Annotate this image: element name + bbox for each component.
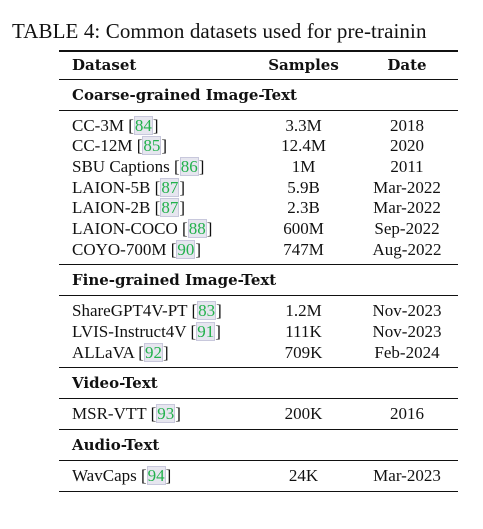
samples-value: 2.3B [287,198,320,218]
dataset-name: ALLaVA [92] [72,342,169,362]
samples-value: 200K [284,404,323,424]
samples-value: 111K [285,322,322,342]
section-rule [59,429,458,431]
date-value: 2018 [390,115,424,135]
section-title: Fine-grained Image-Text [72,271,277,290]
samples-value: 600M [283,219,324,239]
dataset-name: COYO-700M [90] [72,239,202,259]
bottom-rule [59,490,458,493]
dataset-name: CC-3M [84] [72,115,159,135]
citation-link[interactable]: 86 [179,156,199,176]
section-title: Video-Text [72,374,158,393]
column-header-samples: Samples [268,55,339,74]
samples-value: 24K [288,466,319,486]
citation-link[interactable]: 90 [176,239,196,259]
date-value: Feb-2024 [374,342,440,362]
section-rule [59,367,458,369]
date-value: 2016 [390,404,424,424]
samples-value: 5.9B [287,177,320,197]
section-title: Coarse-grained Image-Text [72,85,297,104]
section-rule [59,460,458,462]
table-row: CC-3M [84] 3.3M 2018 [59,115,458,137]
date-value: Nov-2023 [372,301,442,321]
date-value: Sep-2022 [374,219,440,239]
samples-value: 3.3M [285,115,322,135]
section-rule [59,109,458,111]
citation-link[interactable]: 92 [143,342,163,362]
table-row: CC-12M [85] 12.4M 2020 [59,136,458,157]
citation-link[interactable]: 87 [160,177,180,197]
samples-value: 1M [291,156,316,176]
samples-value: 709K [284,342,323,362]
section-rule [59,295,458,297]
section-rule [59,264,458,266]
dataset-name: LAION-5B [87] [72,177,185,197]
citation-link[interactable]: 91 [196,322,216,342]
datasets-table: Dataset Samples Date Coarse-grained Imag… [59,50,458,493]
table-row: LAION-2B [87] 2.3B Mar-2022 [59,198,458,219]
dataset-name: LAION-COCO [88] [72,219,213,239]
table-row: MSR-VTT [93] 200K 2016 [59,404,458,425]
column-header-dataset: Dataset [72,55,137,74]
citation-link[interactable]: 84 [133,115,153,135]
citation-link[interactable]: 88 [187,219,207,239]
dataset-name: LVIS-Instruct4V [91] [72,322,221,342]
table-row: SBU Captions [86] 1M 2011 [59,156,458,178]
top-rule [59,50,458,52]
samples-value: 12.4M [281,136,326,156]
header-rule [59,78,458,80]
citation-link[interactable]: 87 [160,198,180,218]
table-row: LAION-COCO [88] 600M Sep-2022 [59,219,458,240]
table-caption: TABLE 4: Common datasets used for pre-tr… [12,19,427,43]
table-row: ALLaVA [92] 709K Feb-2024 [59,342,458,364]
date-value: Mar-2023 [373,466,441,486]
table-row: COYO-700M [90] 747M Aug-2022 [59,239,458,261]
citation-link[interactable]: 94 [146,466,166,486]
citation-link[interactable]: 93 [156,404,176,424]
date-value: 2020 [390,136,424,156]
table-row: LAION-5B [87] 5.9B Mar-2022 [59,177,458,199]
section-title: Audio-Text [72,436,160,455]
samples-value: 1.2M [285,301,322,321]
dataset-name: SBU Captions [86] [72,156,205,176]
date-value: Aug-2022 [372,239,442,259]
section-rule [59,398,458,400]
samples-value: 747M [283,239,324,259]
table-row: LVIS-Instruct4V [91] 111K Nov-2023 [59,322,458,343]
dataset-name: CC-12M [85] [72,136,168,156]
date-value: Mar-2022 [373,198,441,218]
dataset-name: ShareGPT4V-PT [83] [72,301,222,321]
date-value: 2011 [390,156,424,176]
table-header-row: Dataset Samples Date [59,52,458,79]
citation-link[interactable]: 83 [197,301,217,321]
table-row: WavCaps [94] 24K Mar-2023 [59,466,458,487]
date-value: Mar-2022 [373,177,441,197]
table-row: ShareGPT4V-PT [83] 1.2M Nov-2023 [59,301,458,322]
citation-link[interactable]: 85 [142,136,162,156]
dataset-name: LAION-2B [87] [72,198,185,218]
column-header-date: Date [387,55,427,74]
date-value: Nov-2023 [372,322,442,342]
dataset-name: MSR-VTT [93] [72,404,181,424]
dataset-name: WavCaps [94] [72,466,172,486]
